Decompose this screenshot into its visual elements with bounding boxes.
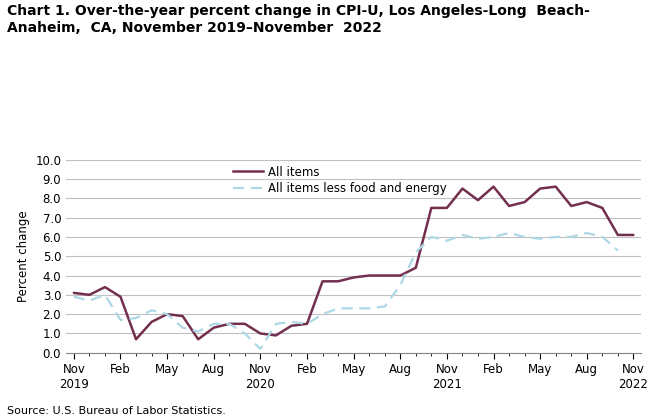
Y-axis label: Percent change: Percent change	[17, 210, 30, 302]
Legend: All items, All items less food and energy: All items, All items less food and energ…	[233, 165, 447, 195]
Text: Source: U.S. Bureau of Labor Statistics.: Source: U.S. Bureau of Labor Statistics.	[7, 406, 225, 416]
Text: Chart 1. Over-the-year percent change in CPI-U, Los Angeles-Long  Beach-
Anaheim: Chart 1. Over-the-year percent change in…	[7, 4, 590, 36]
